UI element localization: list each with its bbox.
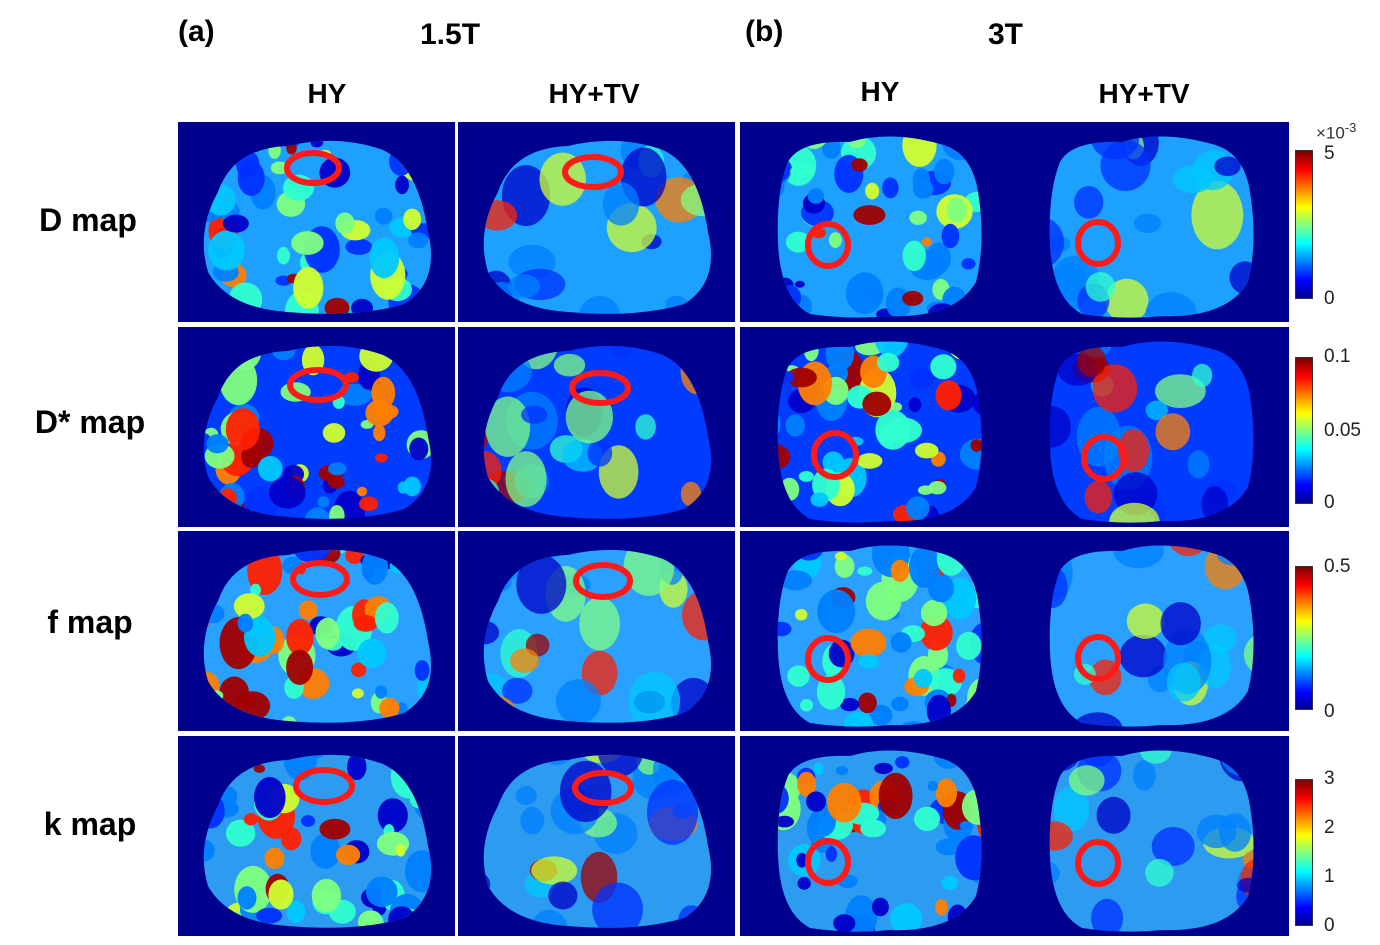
roi-circle (805, 221, 851, 269)
map-image (777, 545, 982, 727)
column-header-hytv-3t: HY+TV (1098, 78, 1190, 109)
roi-circle (572, 770, 634, 806)
map-panel (458, 736, 735, 936)
map-image (1049, 750, 1254, 932)
map-image (483, 754, 711, 928)
row-label-k-map: k map (43, 806, 137, 842)
roi-circle (1075, 634, 1121, 682)
map-image (483, 549, 711, 723)
tick-k-2: 2 (1324, 817, 1335, 838)
map-panel (740, 327, 1017, 527)
map-panel (1012, 736, 1289, 936)
column-header-hy-1-5t: HY (307, 78, 347, 109)
map-panel (458, 122, 735, 322)
map-panel (1012, 122, 1289, 322)
roi-circle (573, 562, 633, 600)
map-panel (458, 531, 735, 731)
roi-circle (569, 370, 631, 406)
roi-circle (805, 838, 851, 886)
map-image (777, 136, 982, 318)
map-image (777, 750, 982, 932)
map-panel (178, 736, 455, 936)
label-b: (b) (745, 15, 784, 48)
map-panel (1012, 327, 1289, 527)
tick-dstar-max: 0.1 (1324, 346, 1351, 367)
tick-dstar-mid: 0.05 (1324, 420, 1361, 441)
map-image (483, 140, 711, 314)
roi-circle (1075, 839, 1121, 887)
map-panel (178, 122, 455, 322)
field-strength-3t: 3T (988, 18, 1024, 51)
map-image (483, 345, 711, 519)
colorbar-d-exponent: ×10-3 (1316, 120, 1357, 143)
map-image (1049, 136, 1254, 318)
column-header-hytv-1-5t: HY+TV (548, 78, 640, 109)
map-image (203, 140, 431, 314)
tick-f-min: 0 (1324, 701, 1335, 722)
tick-dstar-min: 0 (1324, 492, 1335, 513)
row-label-d-map: D map (39, 202, 137, 238)
field-strength-1-5t: 1.5T (420, 18, 481, 51)
roi-circle (290, 560, 350, 598)
row-label-dstar-map: D* map (34, 404, 146, 440)
map-image (203, 549, 431, 723)
roi-circle (284, 150, 342, 186)
tick-k-3: 3 (1324, 768, 1335, 789)
map-panel (740, 736, 1017, 936)
colorbar-f (1295, 566, 1313, 710)
roi-circle (562, 154, 624, 190)
colorbar-dstar (1295, 357, 1313, 504)
row-label-f-map: f map (47, 604, 133, 640)
map-panel (178, 327, 455, 527)
map-panel (1012, 531, 1289, 731)
tick-f-max: 0.5 (1324, 556, 1351, 577)
roi-circle (805, 635, 851, 683)
tick-d-max: 5 (1324, 143, 1335, 164)
tick-d-min: 0 (1324, 288, 1335, 309)
map-panel (740, 531, 1017, 731)
roi-circle (1075, 219, 1121, 267)
tick-k-0: 0 (1324, 915, 1335, 936)
roi-circle (811, 430, 859, 480)
map-panel (458, 327, 735, 527)
map-panel (740, 122, 1017, 322)
tick-k-1: 1 (1324, 866, 1335, 887)
colorbar-d (1295, 150, 1313, 299)
map-image (1049, 341, 1254, 523)
map-image (203, 345, 431, 519)
map-image (1049, 545, 1254, 727)
roi-circle (287, 367, 349, 403)
map-panel (178, 531, 455, 731)
roi-circle (1081, 434, 1127, 482)
label-a: (a) (178, 15, 215, 48)
colorbar-k (1295, 779, 1313, 926)
map-image (777, 341, 982, 523)
roi-circle (293, 767, 355, 805)
column-header-hy-3t: HY (860, 76, 900, 107)
map-image (203, 754, 431, 928)
